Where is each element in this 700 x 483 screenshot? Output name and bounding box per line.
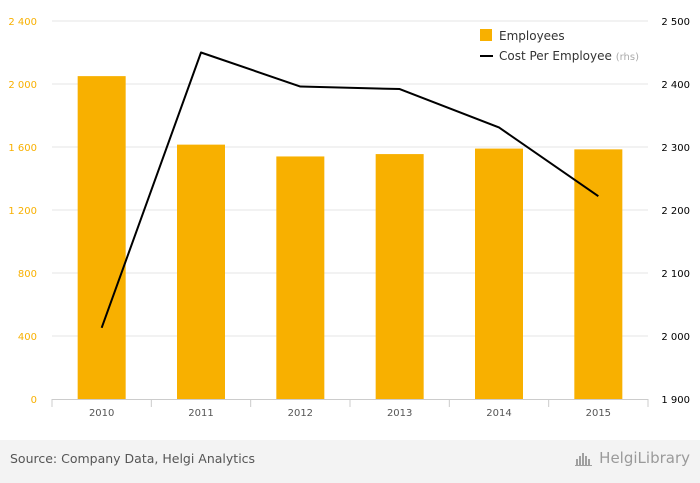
left-axis-tick-label: 400 bbox=[18, 332, 37, 343]
bar bbox=[177, 144, 225, 399]
left-axis-tick-label: 800 bbox=[18, 269, 37, 280]
bar bbox=[276, 156, 325, 399]
x-tick-label: 2012 bbox=[288, 408, 313, 419]
left-axis-tick-label: 0 bbox=[31, 395, 37, 406]
right-axis-tick-label: 2 000 bbox=[661, 332, 690, 343]
x-tick-label: 2011 bbox=[188, 408, 213, 419]
right-axis-tick-label: 2 200 bbox=[661, 206, 690, 217]
x-tick-label: 2014 bbox=[486, 408, 511, 419]
bar bbox=[77, 76, 126, 399]
combo-chart: 0 400 800 1 200 1 600 2 000 2 400 1 900 2 000 2 1… bbox=[8, 17, 690, 419]
legend-swatch-employees bbox=[480, 29, 492, 41]
bar bbox=[375, 154, 424, 399]
legend-rhs-suffix: (rhs) bbox=[616, 52, 639, 63]
brand-name-part2: Library bbox=[637, 449, 690, 467]
bar bbox=[574, 149, 623, 399]
right-axis-tick-label: 2 400 bbox=[661, 80, 690, 91]
footer: Source: Company Data, Helgi Analytics He… bbox=[0, 440, 700, 483]
x-tick-label: 2015 bbox=[586, 408, 611, 419]
legend-label-cost-per-employee: Cost Per Employee (rhs) bbox=[499, 49, 639, 63]
brand-name-part1: Helgi bbox=[599, 449, 638, 467]
library-icon bbox=[575, 453, 593, 466]
x-tick-label: 2013 bbox=[387, 408, 412, 419]
cost-per-employee-line bbox=[100, 51, 599, 329]
right-axis-tick-label: 2 300 bbox=[661, 143, 690, 154]
left-axis-tick-label: 2 400 bbox=[8, 17, 37, 28]
brand-logo[interactable]: HelgiLibrary bbox=[575, 449, 690, 467]
bar bbox=[475, 148, 523, 399]
right-axis-tick-label: 2 100 bbox=[661, 269, 690, 280]
legend-label-employees: Employees bbox=[499, 29, 565, 43]
source-note: Source: Company Data, Helgi Analytics bbox=[10, 451, 256, 466]
left-axis-tick-label: 1 600 bbox=[8, 143, 37, 154]
left-axis-tick-label: 1 200 bbox=[8, 206, 37, 217]
right-axis-tick-label: 2 500 bbox=[661, 17, 690, 28]
left-axis-tick-label: 2 000 bbox=[8, 80, 37, 91]
x-tick-label: 2010 bbox=[89, 408, 114, 419]
right-axis-tick-label: 1 900 bbox=[661, 395, 690, 406]
